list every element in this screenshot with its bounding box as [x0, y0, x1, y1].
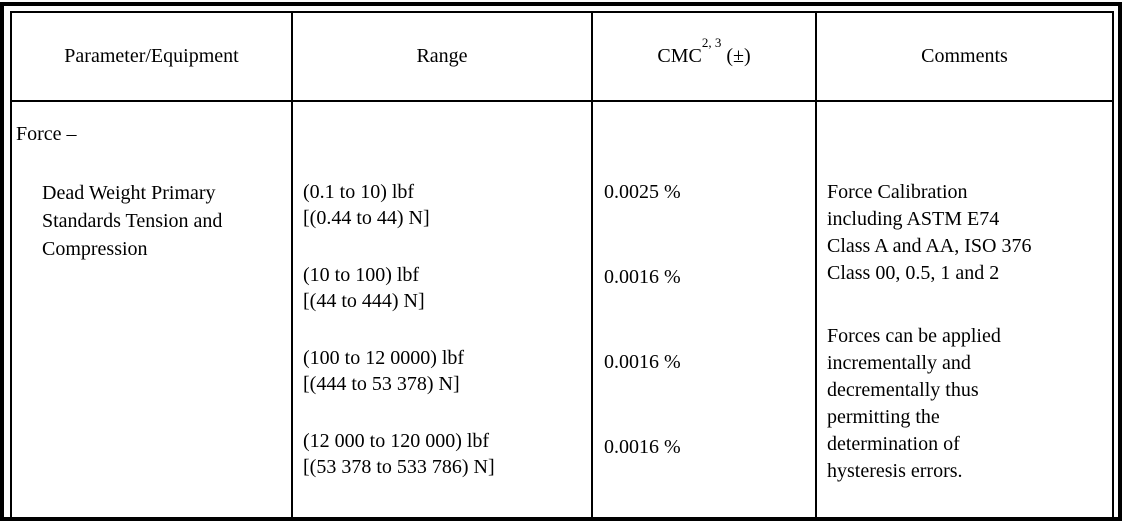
range-entry: (12 000 to 120 000) lbf [(53 378 to 533 … — [303, 428, 587, 480]
cmc-cell: 0.0025 % 0.0016 % 0.0016 % 0.0016 % — [591, 100, 817, 521]
range-si-value: [(0.44 to 44) N] — [303, 207, 430, 229]
range-si-value: [(444 to 53 378) N] — [303, 373, 460, 395]
range-lbf-value: (0.1 to 10) lbf — [303, 181, 415, 203]
table-body-row: Force – Dead Weight Primary Standards Te… — [10, 100, 1114, 521]
comment-line: Class A and AA, ISO 376 — [827, 235, 1032, 257]
cmc-value: 0.0016 % — [604, 436, 681, 458]
comments-cell: Force Calibration including ASTM E74 Cla… — [815, 100, 1114, 521]
comment-line: incrementally and — [827, 352, 971, 374]
comment-line: determination of — [827, 433, 960, 455]
comment-line: including ASTM E74 — [827, 208, 1000, 230]
table-header-row: Parameter/Equipment Range CMC2, 3 (±) Co… — [10, 11, 1114, 102]
range-cell: (0.1 to 10) lbf [(0.44 to 44) N] (10 to … — [291, 100, 593, 521]
header-parameter-equipment: Parameter/Equipment — [10, 11, 293, 102]
header-cmc-superscript: 2, 3 — [701, 35, 722, 51]
comment-paragraph-standards: Force Calibration including ASTM E74 Cla… — [827, 179, 1106, 287]
header-cmc-plusminus: (±) — [721, 45, 751, 67]
range-si-value: [(44 to 444) N] — [303, 290, 425, 312]
cmc-value: 0.0025 % — [604, 181, 681, 203]
range-lbf-value: (100 to 12 0000) lbf — [303, 347, 465, 369]
equipment-description: Dead Weight Primary Standards Tension an… — [42, 179, 287, 263]
cmc-scope-table: Parameter/Equipment Range CMC2, 3 (±) Co… — [10, 11, 1114, 521]
comment-paragraph-hysteresis: Forces can be applied incrementally and … — [827, 323, 1106, 485]
header-cmc: CMC2, 3 (±) — [591, 11, 817, 102]
parameter-group-label: Force – — [16, 123, 77, 145]
cmc-value: 0.0016 % — [604, 266, 681, 288]
comment-line: Class 00, 0.5, 1 and 2 — [827, 262, 1000, 284]
range-entry: (10 to 100) lbf [(44 to 444) N] — [303, 262, 587, 314]
range-entry: (100 to 12 0000) lbf [(444 to 53 378) N] — [303, 345, 587, 397]
range-entry: (0.1 to 10) lbf [(0.44 to 44) N] — [303, 179, 587, 231]
cmc-value: 0.0016 % — [604, 351, 681, 373]
header-cmc-base: CMC — [657, 45, 702, 67]
range-lbf-value: (10 to 100) lbf — [303, 264, 420, 286]
comment-line: decrementally thus — [827, 379, 979, 401]
parameter-equipment-cell: Force – Dead Weight Primary Standards Te… — [10, 100, 293, 521]
range-lbf-value: (12 000 to 120 000) lbf — [303, 430, 490, 452]
comment-line: Force Calibration — [827, 181, 968, 203]
equipment-line: Dead Weight Primary — [42, 182, 216, 204]
equipment-line: Compression — [42, 238, 148, 260]
range-si-value: [(53 378 to 533 786) N] — [303, 456, 495, 478]
header-range: Range — [291, 11, 593, 102]
equipment-line: Standards Tension and — [42, 210, 223, 232]
header-comments: Comments — [815, 11, 1114, 102]
comment-line: Forces can be applied — [827, 325, 1001, 347]
comment-line: hysteresis errors. — [827, 460, 963, 482]
comment-line: permitting the — [827, 406, 940, 428]
